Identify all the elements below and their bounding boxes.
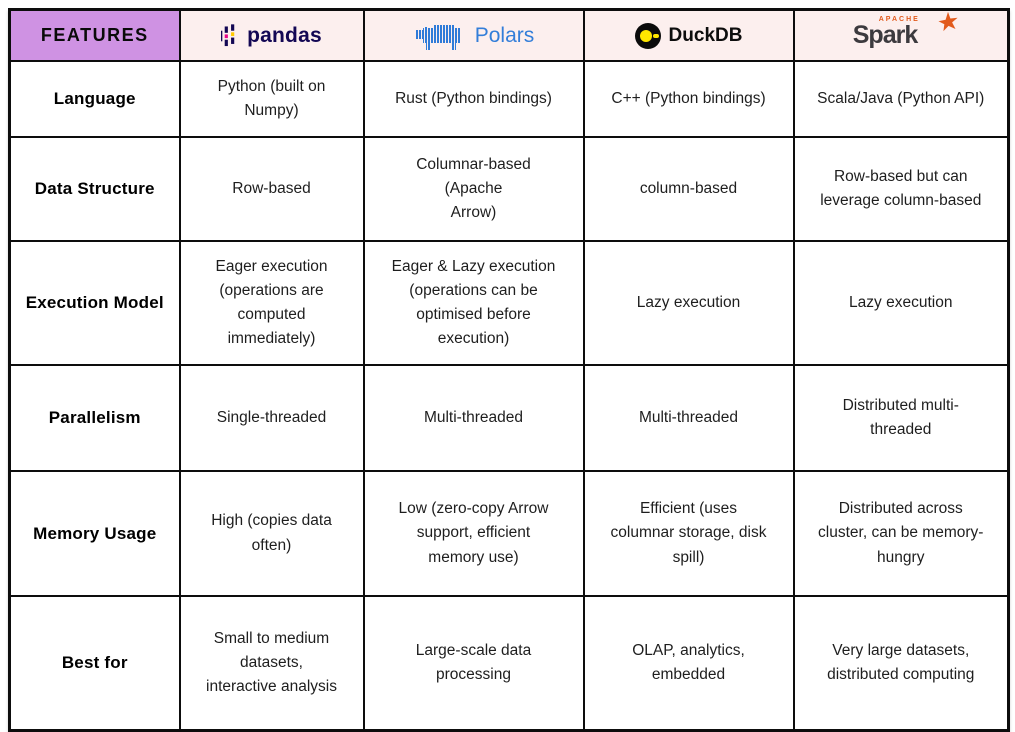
- pandas-header: pandas: [178, 8, 365, 62]
- duckdb-icon: [634, 22, 661, 49]
- duck-head-icon: [639, 29, 652, 42]
- feature-label-parallelism: Parallelism: [8, 364, 181, 472]
- cell-parallelism-spark: Distributed multi- threaded: [792, 364, 1010, 472]
- feature-label-execution-model: Execution Model: [8, 240, 181, 366]
- pandas-logo: pandas: [221, 23, 322, 49]
- features-label: FEATURES: [40, 25, 149, 45]
- feature-label-data-structure: Data Structure: [8, 136, 181, 242]
- cell-parallelism-duckdb: Multi-threaded: [582, 364, 795, 472]
- table-row-language: Language Python (built on Numpy) Rust (P…: [8, 60, 1010, 138]
- spark-header: APACHE Spark: [792, 8, 1010, 62]
- cell-language-duckdb: C++ (Python bindings): [582, 60, 795, 138]
- spark-star-icon: [938, 11, 958, 32]
- table-row-best-for: Best for Small to medium datasets, inter…: [8, 595, 1010, 731]
- header-row: FEATURES pandas: [8, 8, 1010, 62]
- comparison-table: FEATURES pandas: [8, 8, 1010, 732]
- cell-data-structure-pandas: Row-based: [178, 136, 365, 242]
- cell-data-structure-spark: Row-based but can leverage column-based: [792, 136, 1010, 242]
- cell-memory-usage-pandas: High (copies data often): [178, 470, 365, 597]
- cell-best-for-pandas: Small to medium datasets, interactive an…: [178, 595, 365, 731]
- cell-memory-usage-duckdb: Efficient (uses columnar storage, disk s…: [582, 470, 795, 597]
- polars-bear-icon: [414, 24, 461, 50]
- spark-wordmark: Spark: [852, 21, 918, 49]
- polars-logo: Polars: [413, 21, 535, 51]
- table-row-data-structure: Data Structure Row-based Columnar-based …: [8, 136, 1010, 242]
- cell-language-pandas: Python (built on Numpy): [178, 60, 365, 138]
- cell-execution-model-duckdb: Lazy execution: [582, 240, 795, 366]
- features-header: FEATURES: [8, 8, 181, 62]
- pandas-bars-icon: [221, 23, 235, 46]
- cell-memory-usage-polars: Low (zero-copy Arrow support, efficient …: [362, 470, 585, 597]
- apache-label: APACHE: [878, 16, 920, 23]
- cell-best-for-polars: Large-scale data processing: [362, 595, 585, 731]
- cell-best-for-spark: Very large datasets, distributed computi…: [792, 595, 1010, 731]
- table-row-execution-model: Execution Model Eager execution (operati…: [8, 240, 1010, 366]
- cell-data-structure-duckdb: column-based: [582, 136, 795, 242]
- cell-execution-model-pandas: Eager execution (operations are computed…: [178, 240, 365, 366]
- feature-label-language: Language: [8, 60, 181, 138]
- cell-language-polars: Rust (Python bindings): [362, 60, 585, 138]
- duck-beak-icon: [652, 33, 659, 38]
- table-row-parallelism: Parallelism Single-threaded Multi-thread…: [8, 364, 1010, 472]
- cell-best-for-duckdb: OLAP, analytics, embedded: [582, 595, 795, 731]
- cell-parallelism-pandas: Single-threaded: [178, 364, 365, 472]
- cell-data-structure-polars: Columnar-based (Apache Arrow): [362, 136, 585, 242]
- cell-language-spark: Scala/Java (Python API): [792, 60, 1010, 138]
- cell-memory-usage-spark: Distributed across cluster, can be memor…: [792, 470, 1010, 597]
- feature-label-best-for: Best for: [8, 595, 181, 731]
- feature-label-memory-usage: Memory Usage: [8, 470, 181, 597]
- duckdb-logo: DuckDB: [634, 22, 743, 49]
- polars-wordmark: Polars: [474, 23, 535, 47]
- cell-execution-model-spark: Lazy execution: [792, 240, 1010, 366]
- apache-spark-logo: APACHE Spark: [845, 11, 958, 51]
- pandas-wordmark: pandas: [247, 23, 322, 47]
- table-row-memory-usage: Memory Usage High (copies data often) Lo…: [8, 470, 1010, 597]
- duckdb-wordmark: DuckDB: [668, 24, 743, 46]
- cell-parallelism-polars: Multi-threaded: [362, 364, 585, 472]
- cell-execution-model-polars: Eager & Lazy execution (operations can b…: [362, 240, 585, 366]
- polars-header: Polars: [362, 8, 585, 62]
- duckdb-header: DuckDB: [582, 8, 795, 62]
